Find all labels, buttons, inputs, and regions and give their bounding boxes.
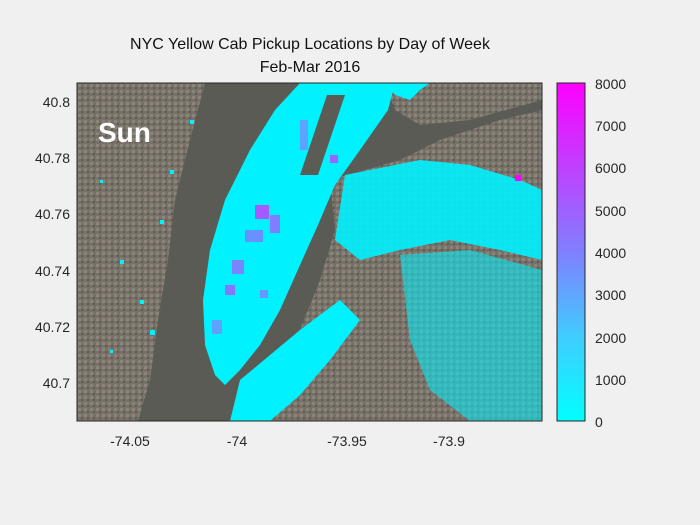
outer-borough-pickups xyxy=(100,83,542,421)
colorbar-tick-label: 7000 xyxy=(595,118,626,134)
chart-title: NYC Yellow Cab Pickup Locations by Day o… xyxy=(130,36,490,53)
colorbar-tick-label: 6000 xyxy=(595,160,626,176)
colorbar-tick-label: 8000 xyxy=(595,76,626,92)
y-axis: 40.8 40.78 40.76 40.74 40.72 40.7 xyxy=(35,94,70,391)
x-tick-label: -74 xyxy=(227,433,247,449)
x-tick-label: -73.95 xyxy=(327,433,367,449)
bronx-land xyxy=(385,83,542,125)
map-axes-box xyxy=(76,82,543,422)
x-tick-label: -73.9 xyxy=(433,433,465,449)
colorbar-tick-label: 1000 xyxy=(595,372,626,388)
colorbar-tick-label: 3000 xyxy=(595,287,626,303)
y-tick-label: 40.78 xyxy=(35,150,70,166)
colorbar-axis: 8000 7000 6000 5000 4000 3000 2000 1000 … xyxy=(595,76,626,430)
y-tick-label: 40.8 xyxy=(43,94,70,110)
colorbar-tick-label: 0 xyxy=(595,414,603,430)
x-tick-label: -74.05 xyxy=(110,433,150,449)
y-tick-label: 40.7 xyxy=(43,375,70,391)
colorbar-tick-label: 4000 xyxy=(595,245,626,261)
new-jersey-land xyxy=(77,83,205,421)
colorbar-gradient xyxy=(557,83,585,421)
y-tick-label: 40.74 xyxy=(35,263,70,279)
colorbar-tick-label: 2000 xyxy=(595,330,626,346)
x-axis: -74.05 -74 -73.95 -73.9 xyxy=(110,433,465,449)
midtown-hotspots xyxy=(212,120,338,334)
day-label: Sun xyxy=(98,117,151,148)
y-tick-label: 40.76 xyxy=(35,206,70,222)
y-tick-label: 40.72 xyxy=(35,319,70,335)
manhattan-pickups xyxy=(203,83,395,385)
chart-subtitle: Feb-Mar 2016 xyxy=(259,59,361,76)
map-area[interactable]: Sun xyxy=(77,83,542,421)
central-park xyxy=(300,95,345,175)
colorbar-box xyxy=(556,82,586,422)
colorbar-tick-label: 5000 xyxy=(595,203,626,219)
